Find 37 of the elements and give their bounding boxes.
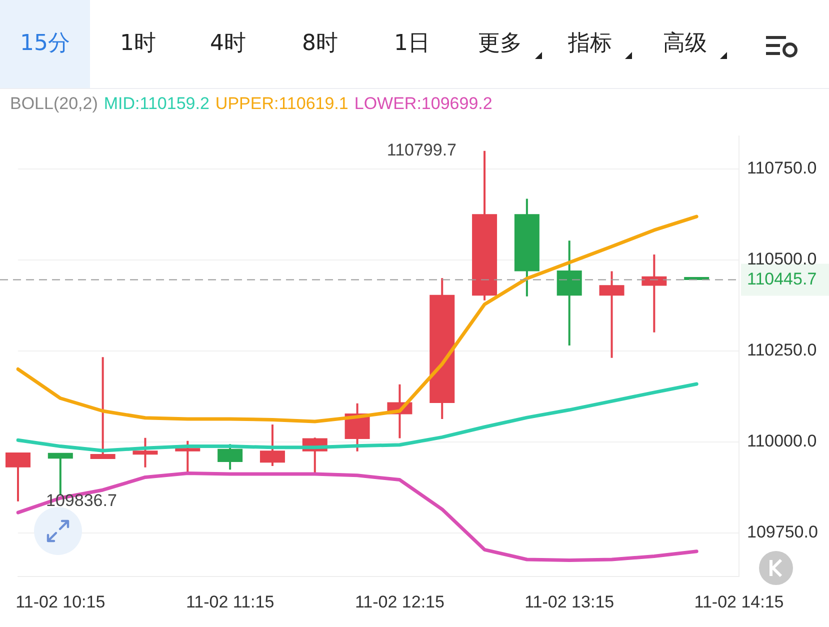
y-tick-label: 109750.0 [747, 522, 818, 542]
text: 指标 [567, 30, 613, 58]
candlestick [599, 271, 624, 358]
ref-line-label: 110445.7 [747, 269, 817, 288]
x-tick-label: 11-02 12:15 [354, 592, 444, 612]
text: 1时 [119, 30, 157, 58]
y-tick-label: 110000.0 [747, 432, 817, 451]
text: 高级 [662, 30, 708, 58]
x-tick-label: 11-02 10:15 [16, 592, 106, 612]
x-tick-label: 11-02 11:15 [186, 592, 274, 612]
candlestick [48, 452, 73, 496]
x-tick-label: 11-02 14:15 [694, 592, 784, 612]
candlestick [556, 240, 582, 346]
y-tick-label: 110750.0 [747, 158, 817, 178]
y-tick-label: 110500.0 [747, 250, 817, 269]
text: UPPER:110619.1 [215, 94, 348, 113]
candlestick [260, 424, 285, 466]
candlestick [132, 438, 158, 468]
chart-subtitle: BOLL(20,2) [10, 94, 98, 113]
candlestick [90, 357, 116, 460]
text: MID:110159.2 [104, 94, 210, 113]
text: 4时 [209, 30, 247, 58]
candlestick [514, 198, 540, 296]
annotation: 109836.7 [46, 491, 117, 510]
candlestick [218, 444, 243, 470]
text: 8时 [301, 30, 339, 58]
annotation: 110799.7 [386, 140, 457, 160]
candlestick [175, 440, 200, 472]
text: 更多 [477, 30, 523, 58]
y-tick-label: 110250.0 [747, 340, 817, 360]
text: 15分 [0, 0, 90, 88]
text: LOWER:109699.2 [354, 94, 492, 113]
x-tick-label: 11-02 13:15 [524, 592, 614, 612]
text: 1日 [393, 30, 431, 58]
candlestick [6, 452, 30, 502]
candlestick [642, 254, 667, 332]
candlestick [472, 150, 498, 300]
